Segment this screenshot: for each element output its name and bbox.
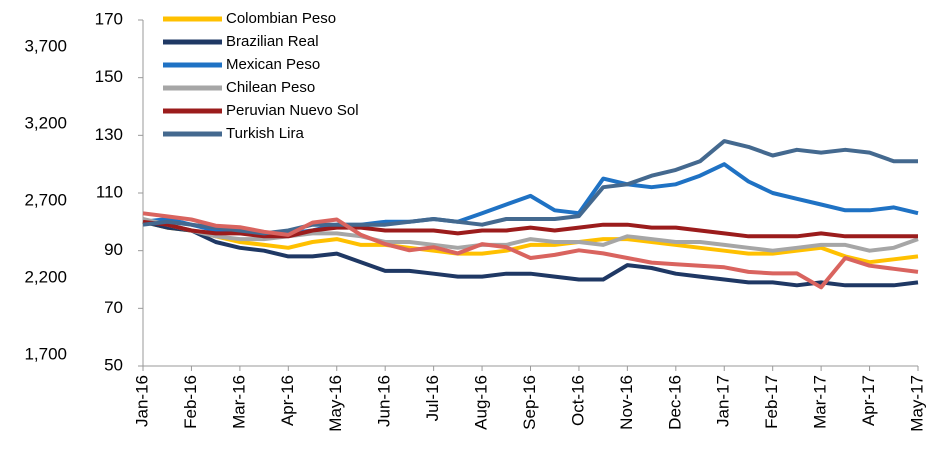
y-tick-label: 150: [95, 67, 123, 86]
x-tick-label: Mar-17: [811, 375, 830, 429]
legend-label: Brazilian Real: [226, 33, 319, 50]
x-tick-label: Jul-16: [423, 375, 442, 421]
y2-tick-label: 2,700: [24, 190, 67, 209]
series-line: [142, 219, 919, 265]
y-tick-label: 130: [95, 125, 123, 144]
series-line: [142, 219, 918, 239]
legend-label: Mexican Peso: [226, 56, 320, 73]
legend-label: Colombian Peso: [226, 10, 336, 27]
y2-tick-label: 2,200: [24, 268, 67, 287]
x-tick-label: Feb-16: [181, 375, 200, 429]
y-tick-label: 90: [104, 240, 123, 259]
x-tick-label: Mar-16: [229, 375, 248, 429]
x-tick-label: Nov-16: [617, 375, 636, 430]
x-tick-label: Oct-16: [568, 375, 587, 426]
y2-tick-label: 3,200: [24, 113, 67, 132]
y2-tick-label: 3,700: [24, 36, 67, 55]
y-tick-label: 110: [96, 182, 123, 201]
legend-label: Peruvian Nuevo Sol: [226, 102, 359, 119]
y-tick-label: 70: [104, 298, 123, 317]
y-tick-label: 170: [95, 9, 123, 28]
series-line: [142, 211, 919, 290]
legend-label: Chilean Peso: [226, 79, 315, 96]
x-tick-label: Aug-16: [472, 375, 491, 430]
x-tick-label: Jan-17: [714, 375, 733, 427]
x-tick-label: May-16: [326, 375, 345, 432]
series-line: [142, 162, 919, 236]
x-tick-label: Dec-16: [665, 375, 684, 430]
x-tick-label: Apr-16: [278, 375, 297, 426]
series-line: [142, 219, 919, 288]
series-line: [142, 139, 918, 236]
x-tick-label: Jun-16: [375, 375, 394, 427]
x-tick-label: May-17: [907, 375, 926, 432]
x-tick-label: Sep-16: [520, 375, 539, 430]
y2-tick-label: 1,700: [24, 345, 67, 364]
x-tick-label: Feb-17: [762, 375, 781, 429]
y-tick-label: 50: [104, 355, 123, 374]
x-tick-label: Jan-16: [132, 375, 151, 427]
legend-label: Turkish Lira: [226, 125, 304, 142]
x-tick-label: Apr-17: [859, 375, 878, 426]
